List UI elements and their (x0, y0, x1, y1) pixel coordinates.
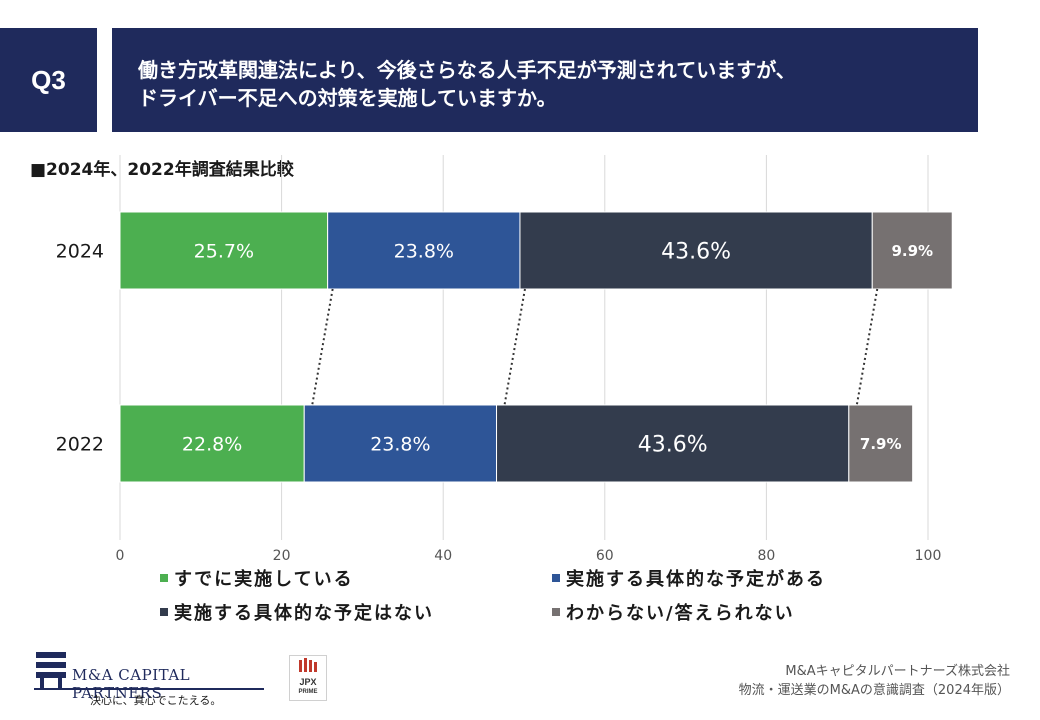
legend-label: すでに実施している (174, 569, 354, 590)
legend-swatch-icon (552, 574, 560, 582)
source-company: M&Aキャピタルパートナーズ株式会社 (785, 664, 1010, 679)
connector-line (503, 288, 526, 406)
question-text-line-1: 働き方改革関連法により、今後さらなる人手不足が予測されていますが、 (138, 58, 796, 82)
legend-item-planned: 実施する具体的な予定がある (552, 565, 826, 591)
connector-line (855, 288, 879, 406)
bar-segment (119, 211, 329, 290)
x-tick-label: 0 (116, 548, 125, 564)
x-tick-label: 20 (273, 548, 291, 564)
company-logo-rule (34, 688, 264, 690)
x-tick-label: 60 (596, 548, 614, 564)
company-logo-icon (36, 652, 66, 688)
jpx-prime-text: PRIME (298, 689, 318, 695)
bar-segment (119, 404, 305, 483)
connector-line (311, 288, 334, 406)
bar-segment (519, 211, 873, 290)
bar-value-label: 43.6% (661, 239, 731, 264)
legend-swatch-icon (160, 608, 168, 616)
bar-value-label: 9.9% (891, 242, 933, 260)
bar-segment (496, 404, 850, 483)
category-label: 2024 (56, 241, 104, 263)
chart-legend: すでに実施している 実施する具体的な予定がある 実施する具体的な予定はない わか… (160, 565, 880, 629)
question-number: Q3 (31, 64, 66, 95)
bar-value-label: 25.7% (194, 240, 254, 262)
company-logo: M&A CAPITAL PARTNERS 決心に、真心でこたえる。 (32, 648, 272, 708)
stacked-bar-chart: 0 20 40 60 80 100 2024 25.7% 23.8% 43.6% 9.9% 2022 2… (56, 155, 953, 564)
chart-subtitle: ■2024年、2022年調査結果比較 (30, 160, 294, 180)
bar-segment (303, 404, 498, 483)
bar-segment (871, 211, 953, 290)
question-number-badge: Q3 (0, 28, 97, 132)
legend-swatch-icon (552, 608, 560, 616)
legend-label: わからない/答えられない (566, 603, 795, 624)
bar-value-label: 23.8% (370, 433, 430, 455)
jpx-prime-logo: JPX PRIME (289, 655, 327, 701)
bar-segment (848, 404, 914, 483)
bar-value-label: 22.8% (182, 433, 242, 455)
jpx-logo-text: JPX (299, 677, 317, 687)
source-survey: 物流・運送業のM&Aの意識調査（2024年版） (738, 683, 1010, 698)
bar-value-label: 43.6% (638, 432, 708, 457)
legend-label: 実施する具体的な予定はない (174, 603, 434, 624)
legend-item-not-planned: 実施する具体的な予定はない (160, 599, 434, 625)
x-tick-label: 40 (434, 548, 452, 564)
legend-item-unknown: わからない/答えられない (552, 599, 795, 625)
company-tagline: 決心に、真心でこたえる。 (90, 694, 222, 707)
legend-item-implemented: すでに実施している (160, 565, 354, 591)
question-title-banner: 働き方改革関連法により、今後さらなる人手不足が予測されていますが、 ドライバー不… (112, 28, 978, 132)
bar-value-label: 23.8% (394, 240, 454, 262)
bar-value-label: 7.9% (860, 435, 902, 453)
category-label: 2022 (56, 434, 104, 456)
jpx-mark-icon (299, 658, 317, 672)
legend-swatch-icon (160, 574, 168, 582)
question-text-line-2: ドライバー不足への対策を実施していますか。 (138, 86, 557, 110)
x-tick-label: 80 (757, 548, 775, 564)
legend-label: 実施する具体的な予定がある (566, 569, 826, 590)
source-credit: M&Aキャピタルパートナーズ株式会社 物流・運送業のM&Aの意識調査（2024年… (739, 662, 1010, 700)
x-tick-label: 100 (915, 548, 942, 564)
